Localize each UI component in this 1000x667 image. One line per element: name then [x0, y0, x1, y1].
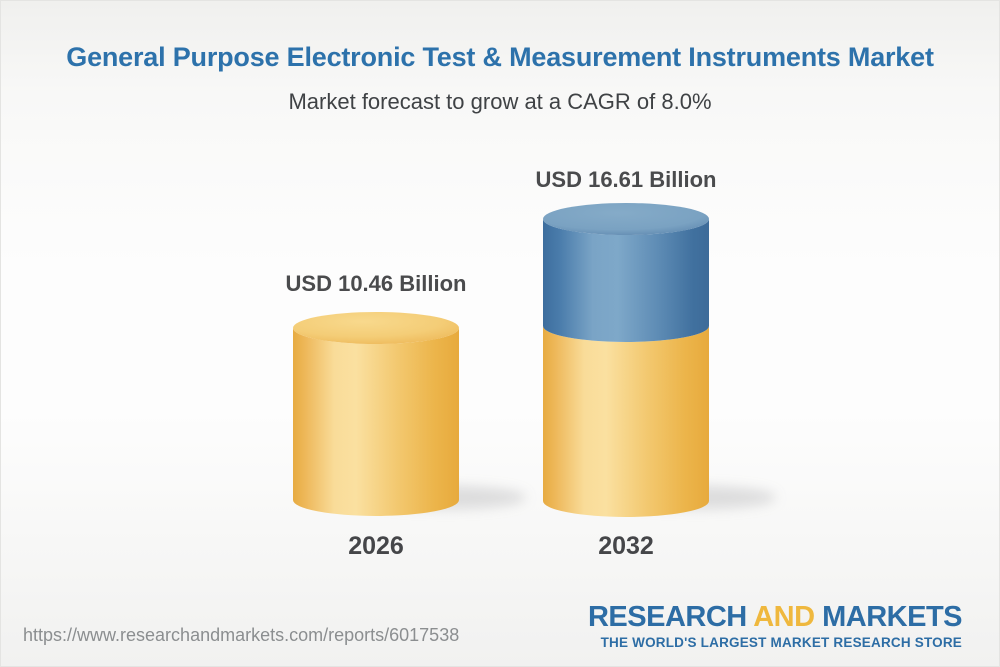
- bar-2032-top: [543, 203, 709, 235]
- cylinder-bar-2026: [293, 312, 459, 516]
- year-label-2026: 2026: [348, 532, 404, 560]
- year-label-2032: 2032: [598, 532, 654, 560]
- bar-2026-body: [293, 328, 459, 516]
- page-title: General Purpose Electronic Test & Measur…: [66, 42, 934, 72]
- brand-tagline: THE WORLD'S LARGEST MARKET RESEARCH STOR…: [600, 634, 962, 650]
- brand-logo-wordmark: RESEARCH AND MARKETS: [587, 601, 963, 634]
- bar-2032-growth-segment: [543, 219, 709, 342]
- bar-2026-top: [293, 312, 459, 344]
- page-subtitle: Market forecast to grow at a CAGR of 8.0…: [288, 89, 712, 114]
- value-label-2026: USD 10.46 Billion: [285, 271, 467, 296]
- source-url: https://www.researchandmarkets.com/repor…: [23, 625, 460, 645]
- logo-word-markets: MARKETS: [822, 601, 962, 633]
- cylinder-bar-2032: [543, 203, 709, 517]
- logo-word-and: AND: [753, 601, 815, 633]
- brand-logo: RESEARCH AND MARKETS THE WORLD'S LARGEST…: [587, 601, 963, 651]
- value-label-2032: USD 16.61 Billion: [535, 167, 717, 192]
- logo-word-research: RESEARCH: [587, 601, 747, 633]
- bar-2032-base-segment: [543, 326, 709, 517]
